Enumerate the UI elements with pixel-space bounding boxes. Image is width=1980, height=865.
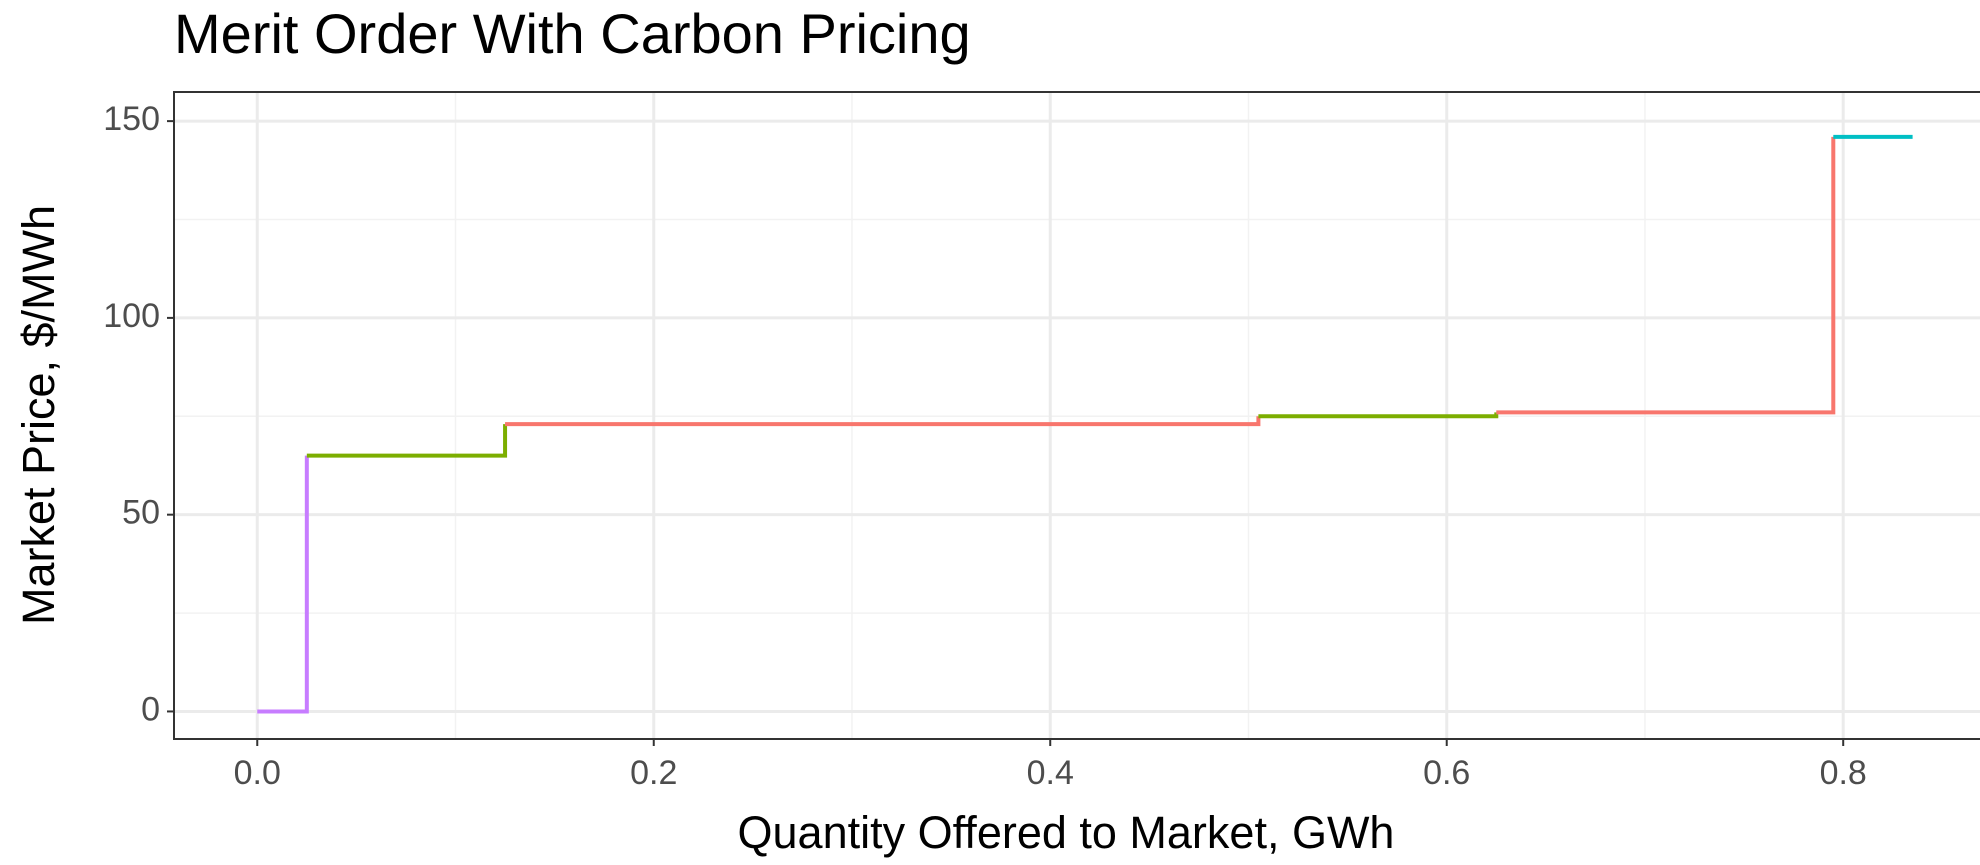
x-tick-label: 0.2 <box>630 754 677 792</box>
step-line <box>257 455 309 714</box>
x-tick-label: 0.6 <box>1423 754 1470 792</box>
step-line <box>306 424 508 458</box>
x-axis-title: Quantity Offered to Market, GWh <box>738 807 1395 858</box>
step-line <box>505 416 1261 427</box>
x-tick-label: 0.4 <box>1027 754 1074 792</box>
x-tick-label: 0.0 <box>234 754 281 792</box>
y-tick-label: 0 <box>141 690 160 728</box>
y-axis-title: Market Price, $/MWh <box>13 205 64 625</box>
plot-border <box>173 91 1980 740</box>
y-tick-label: 150 <box>103 100 160 138</box>
plot-background <box>174 92 1980 739</box>
x-tick-label: 0.8 <box>1820 754 1867 792</box>
chart-title: Merit Order With Carbon Pricing <box>174 2 971 65</box>
y-tick-label: 100 <box>103 297 160 335</box>
step-line <box>1496 136 1836 415</box>
y-tick-label: 50 <box>122 494 160 532</box>
